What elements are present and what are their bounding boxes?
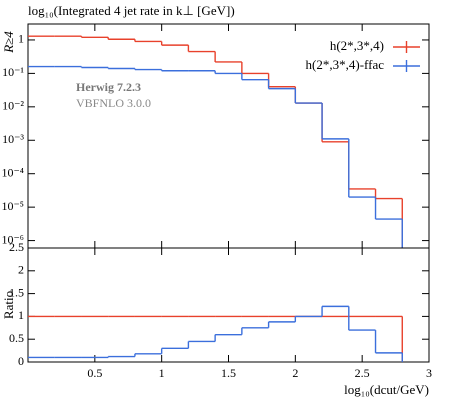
y-axis-label: R≥4 — [1, 31, 16, 54]
x-tick-label: 2.5 — [355, 366, 370, 380]
y-tick-label: 10⁻¹ — [2, 65, 24, 79]
x-axis-label: log₁₀(dcut/GeV) — [344, 382, 429, 397]
x-tick-label: 1.5 — [221, 366, 236, 380]
y-tick-label: 2.5 — [9, 240, 24, 254]
y-tick-label: 0.5 — [9, 331, 24, 345]
legend-label: h(2*,3*,4)-ffac — [306, 57, 385, 72]
y-tick-label: 0 — [18, 354, 24, 368]
plot-frame — [27, 247, 430, 363]
y-tick-label: 1.5 — [9, 285, 24, 299]
step-riser — [107, 306, 403, 362]
y-tick-label: 10⁻⁵ — [1, 199, 24, 213]
x-tick-label: 3 — [426, 366, 432, 380]
y-tick-label: 10⁻⁴ — [1, 165, 24, 179]
y-tick-label: 10⁻³ — [2, 132, 24, 146]
legend-label: h(2*,3*,4) — [330, 38, 384, 53]
x-tick-label: 1 — [159, 366, 165, 380]
annotation: VBFNLO 3.0.0 — [76, 96, 151, 110]
x-tick-label: 0.5 — [87, 366, 102, 380]
y-tick-label: 2 — [18, 263, 24, 277]
y-tick-label: 10⁻² — [2, 99, 24, 113]
y-tick-label: 1 — [18, 32, 24, 46]
x-tick-label: 2 — [292, 366, 298, 380]
y-tick-label: 1 — [18, 308, 24, 322]
chart-title: log₁₀(Integrated 4 jet rate in k⊥ [GeV]) — [28, 3, 235, 18]
y-tick-label: 10⁻⁶ — [1, 232, 24, 246]
step-riser — [80, 66, 403, 248]
annotation: Herwig 7.2.3 — [76, 80, 141, 94]
ratio-axis-label: Ratio — [1, 291, 16, 319]
